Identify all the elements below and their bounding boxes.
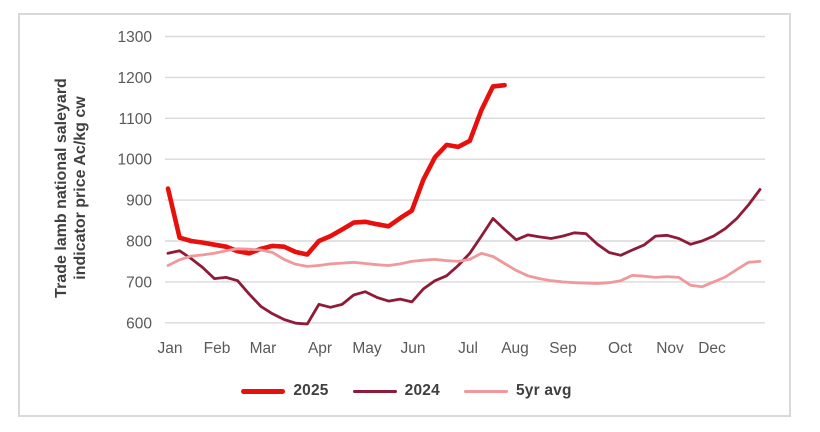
y-tick-label: 600 bbox=[126, 315, 152, 332]
legend-item-2025: 2025 bbox=[241, 382, 328, 400]
x-axis-tick-labels: Jan Feb Mar Apr May Jun Jul Aug Sep Oct Nov Dec bbox=[158, 340, 727, 357]
series-line-2024 bbox=[166, 188, 762, 326]
y-tick-label: 1100 bbox=[119, 111, 153, 128]
x-tick-label: Oct bbox=[608, 340, 633, 357]
legend-label-2024: 2024 bbox=[404, 382, 440, 399]
x-tick-label: Feb bbox=[204, 340, 231, 357]
legend-swatch-2024 bbox=[352, 389, 397, 393]
legend-item-5yr-avg: 5yr avg bbox=[463, 382, 572, 400]
x-tick-label: Jun bbox=[401, 340, 426, 357]
y-tick-label: 900 bbox=[126, 193, 152, 210]
legend-item-2024: 2024 bbox=[352, 382, 440, 400]
series-line-5yr-avg bbox=[166, 247, 762, 289]
x-tick-label: Dec bbox=[698, 340, 726, 357]
legend: 2025 2024 5yr avg bbox=[18, 379, 795, 403]
y-tick-label: 700 bbox=[126, 274, 152, 291]
y-tick-label: 800 bbox=[126, 234, 152, 251]
x-tick-label: Apr bbox=[308, 340, 332, 357]
gridlines bbox=[165, 35, 765, 324]
y-tick-label: 1000 bbox=[118, 152, 153, 169]
y-axis-tick-labels: 1300 1200 1100 1000 900 800 700 600 bbox=[118, 29, 153, 332]
x-tick-label: Mar bbox=[250, 340, 277, 357]
y-tick-label: 1300 bbox=[118, 29, 153, 46]
legend-swatch-2025 bbox=[241, 388, 286, 394]
legend-label-2025: 2025 bbox=[293, 382, 329, 399]
x-tick-label: Jul bbox=[458, 340, 478, 357]
series-lines bbox=[165, 82, 762, 326]
series-line-2025 bbox=[165, 82, 507, 257]
legend-swatch-5yr-avg bbox=[463, 389, 508, 393]
y-axis-title-line2: indicator price Ac/kg cw bbox=[72, 96, 89, 280]
legend-label-5yr-avg: 5yr avg bbox=[515, 382, 572, 399]
x-tick-label: May bbox=[352, 340, 382, 357]
x-tick-label: Aug bbox=[501, 340, 529, 357]
y-tick-label: 1200 bbox=[118, 70, 153, 87]
x-tick-label: Nov bbox=[656, 340, 684, 357]
x-tick-label: Sep bbox=[549, 340, 577, 357]
x-tick-label: Jan bbox=[158, 340, 183, 357]
y-axis-title-line1: Trade lamb national saleyard bbox=[53, 78, 70, 298]
